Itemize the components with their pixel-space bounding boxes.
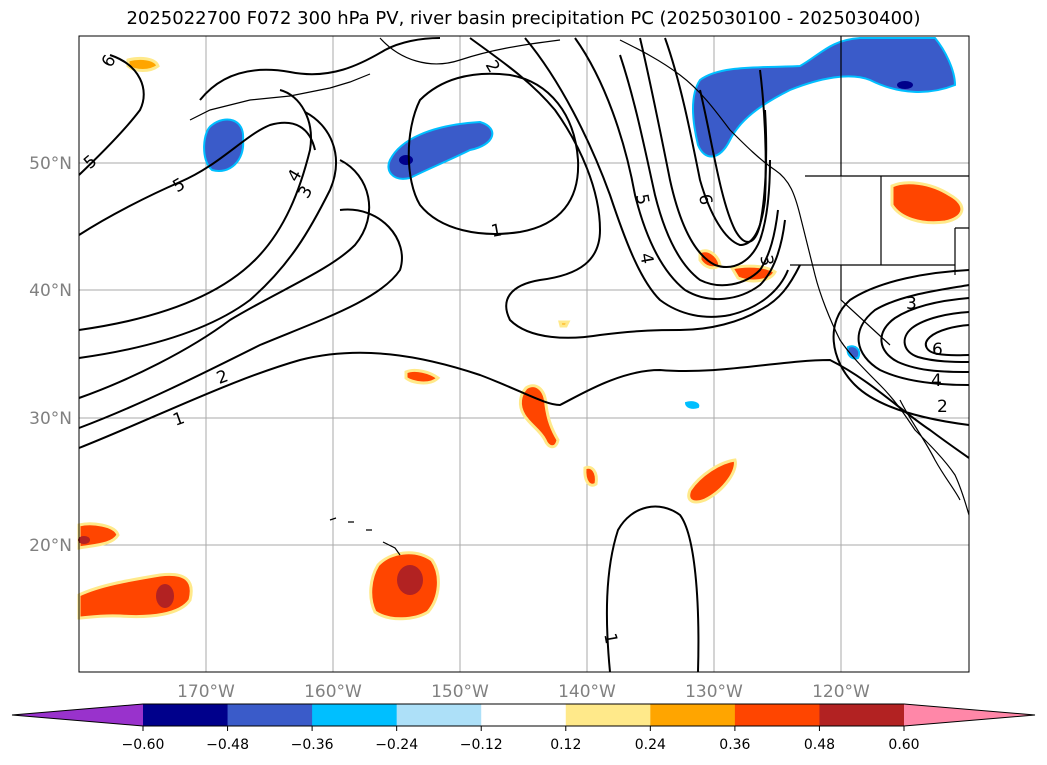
- colorbar-segment: [396, 704, 482, 726]
- colorbar-segment: [650, 704, 736, 726]
- pv-contour-22: [605, 505, 700, 673]
- hawaii-islands: [329, 517, 401, 556]
- colorbar-tick-label: 0.24: [635, 737, 666, 753]
- precip-core-pos-3: [78, 536, 90, 544]
- contour-label: 4: [635, 251, 657, 265]
- pv-contour-4: [78, 111, 337, 359]
- aleutian-islands: [189, 73, 371, 121]
- precip-core-pos-1: [397, 565, 423, 595]
- colorbar: −0.60 −0.48 −0.36 −0.24 −0.12 0.12 0.24 0.36 0.4…: [11, 703, 1036, 753]
- colorbar-tick-label: 0.48: [804, 737, 835, 753]
- contour-label: 3: [906, 294, 917, 314]
- precip-area-pos-8: [687, 458, 737, 504]
- colorbar-segment: [312, 704, 398, 726]
- coastlines: [189, 36, 970, 556]
- pv-contour-7: [78, 54, 145, 176]
- colorbar-tick-label: −0.12: [460, 737, 503, 753]
- lon-label: 170°W: [177, 682, 235, 702]
- lon-label: 140°W: [558, 682, 616, 702]
- pv-contour-19: [903, 311, 970, 363]
- pv-contour-5: [78, 89, 312, 331]
- colorbar-tick-label: −0.48: [206, 737, 249, 753]
- precip-positive-areas: [77, 56, 964, 621]
- lat-label: 40°N: [29, 281, 72, 301]
- precip-negative-areas: [203, 37, 957, 409]
- colorbar-segment: [481, 704, 567, 726]
- pv-contour-16: [699, 89, 768, 243]
- coastline-baja: [899, 399, 961, 501]
- pv-contour-2: [78, 208, 403, 429]
- precip-core-pos-2: [156, 584, 174, 608]
- precip-area-pos-12: [558, 320, 571, 328]
- precip-area-pos-3: [698, 249, 722, 270]
- lon-label: 130°W: [685, 682, 743, 702]
- colorbar-extend-min: [12, 704, 143, 726]
- lat-label: 50°N: [29, 154, 72, 174]
- precip-area-neg-5: [684, 401, 700, 409]
- colorbar-extend-max: [904, 704, 1035, 726]
- colorbar-segment: [227, 704, 313, 726]
- pv-contour-8: [199, 37, 441, 101]
- map-title: 2025022700 F072 300 hPa PV, river basin …: [126, 8, 921, 29]
- colorbar-segment: [819, 704, 905, 726]
- lat-label: 30°N: [29, 409, 72, 429]
- colorbar-tick-label: 0.12: [550, 737, 581, 753]
- precip-core-neg-2: [897, 81, 913, 89]
- pv-contour-20: [924, 324, 970, 357]
- precip-area-pos-7: [583, 465, 598, 487]
- pv-contour-9: [407, 72, 580, 235]
- contour-label: 5: [631, 192, 653, 206]
- map-frame: [78, 35, 970, 673]
- pv-contour-10: [469, 37, 801, 339]
- precip-core-neg-1: [399, 155, 413, 165]
- colorbar-tick-label: 0.60: [888, 737, 919, 753]
- precip-area-neg-3: [692, 37, 957, 158]
- colorbar-tick-label: −0.24: [375, 737, 418, 753]
- colorbar-segment: [734, 704, 820, 726]
- contour-label: 6: [694, 193, 716, 207]
- pv-contour-1: [78, 351, 970, 459]
- border-state-3: [840, 265, 891, 346]
- pv-contour-21: [832, 269, 970, 426]
- precip-area-pos-2: [890, 181, 964, 225]
- pv-contour-12: [574, 37, 786, 301]
- pv-contour-17: [857, 284, 970, 386]
- pv-contour-11: [524, 37, 789, 318]
- longitude-labels: 170°W 160°W 150°W 140°W 130°W 120°W: [177, 682, 870, 702]
- lon-label: 160°W: [304, 682, 362, 702]
- border-state-5: [954, 227, 969, 275]
- contour-label: 3: [755, 254, 777, 268]
- coastline-north-america: [619, 39, 970, 516]
- contour-label: 2: [937, 397, 948, 417]
- precip-area-neg-1: [203, 118, 245, 172]
- pv-contour-18: [880, 297, 970, 373]
- colorbar-segment: [143, 704, 229, 726]
- contour-label: 6: [932, 340, 943, 360]
- contour-label: 4: [931, 371, 942, 391]
- precip-area-pos-5: [404, 368, 441, 385]
- colorbar-tick-label: −0.60: [122, 737, 165, 753]
- lat-label: 20°N: [29, 536, 72, 556]
- colorbar-tick-label: 0.36: [719, 737, 750, 753]
- latitude-labels: 50°N 40°N 30°N 20°N: [29, 154, 72, 556]
- precip-area-neg-4: [846, 345, 861, 360]
- pv-contour-14: [639, 37, 771, 268]
- contour-label: 1: [490, 220, 504, 242]
- colorbar-segment: [565, 704, 651, 726]
- alaska-coast: [379, 37, 561, 65]
- contour-label: 1: [599, 632, 621, 646]
- pv-contour-3: [78, 159, 371, 399]
- pv-contours: [78, 37, 970, 673]
- colorbar-tick-label: −0.36: [291, 737, 334, 753]
- pv-contour-13: [619, 54, 779, 287]
- precip-area-neg-2: [387, 120, 494, 180]
- lon-label: 120°W: [812, 682, 870, 702]
- pv-contour-6: [78, 121, 316, 236]
- lon-label: 150°W: [431, 682, 489, 702]
